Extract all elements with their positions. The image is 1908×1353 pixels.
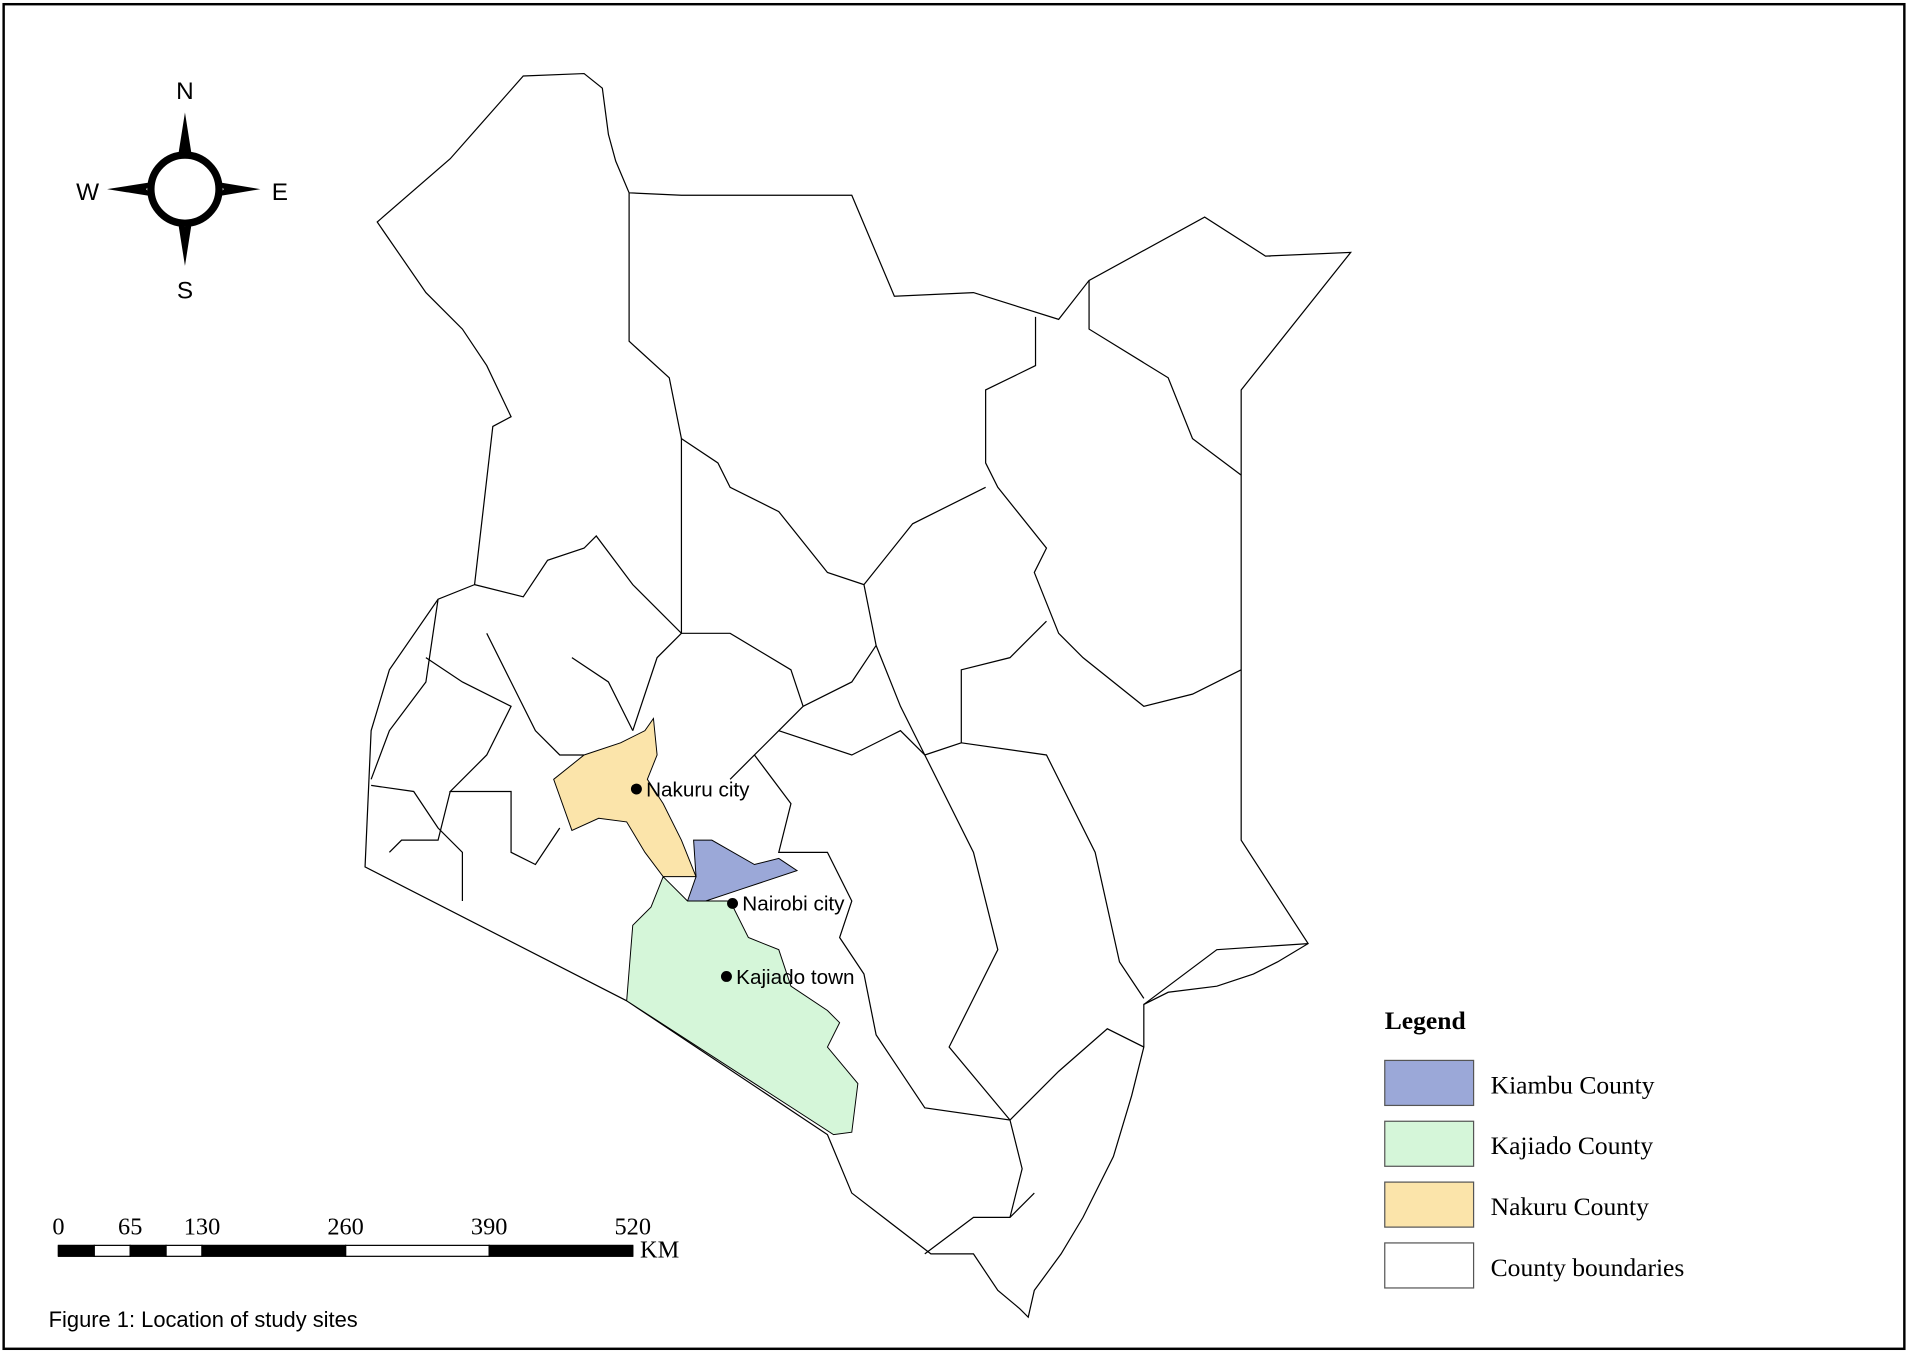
- legend-swatch: [1384, 1181, 1475, 1228]
- legend-label: County boundaries: [1491, 1253, 1685, 1282]
- legend-swatch: [1384, 1059, 1475, 1107]
- county-boundaries: [370, 192, 1309, 1255]
- city-label: Nairobi city: [742, 893, 845, 916]
- compass: [107, 112, 261, 266]
- scale-label: 520: [615, 1213, 652, 1240]
- county-highlight: [686, 839, 799, 902]
- scale-label: 65: [118, 1213, 142, 1240]
- legend-swatch: [1384, 1242, 1475, 1289]
- scale-segment: [344, 1244, 490, 1257]
- city-label: Nakuru city: [646, 778, 750, 801]
- caption: Figure 1: Location of study sites: [49, 1307, 358, 1332]
- legend-label: Kajiado County: [1491, 1131, 1654, 1160]
- legend-swatch: [1384, 1120, 1475, 1167]
- city-point: [720, 970, 732, 982]
- compass-south: S: [177, 278, 193, 305]
- county-highlight: [626, 875, 859, 1136]
- legend-label: Kiambu County: [1491, 1070, 1655, 1099]
- scale-segment: [488, 1244, 634, 1257]
- legend-title: Legend: [1385, 1006, 1466, 1035]
- scale-label: 390: [471, 1213, 508, 1240]
- scale-label: 0: [52, 1213, 64, 1240]
- scale-label: 130: [184, 1213, 221, 1240]
- city-point: [630, 783, 642, 795]
- county-highlight: [553, 717, 697, 878]
- scale-unit: KM: [640, 1237, 679, 1264]
- scale-segment: [201, 1244, 347, 1257]
- kenya-outline: [364, 72, 1352, 1319]
- scale-segment: [165, 1244, 203, 1257]
- scale-segment: [93, 1244, 131, 1257]
- compass-east: E: [272, 179, 288, 206]
- compass-west: W: [76, 179, 99, 206]
- scale-segment: [57, 1244, 95, 1257]
- city-label: Kajiado town: [736, 966, 854, 989]
- compass-north: N: [176, 78, 194, 105]
- scale-label: 260: [327, 1213, 364, 1240]
- scale-segment: [129, 1244, 167, 1257]
- legend-label: Nakuru County: [1491, 1192, 1649, 1221]
- city-point: [727, 897, 739, 909]
